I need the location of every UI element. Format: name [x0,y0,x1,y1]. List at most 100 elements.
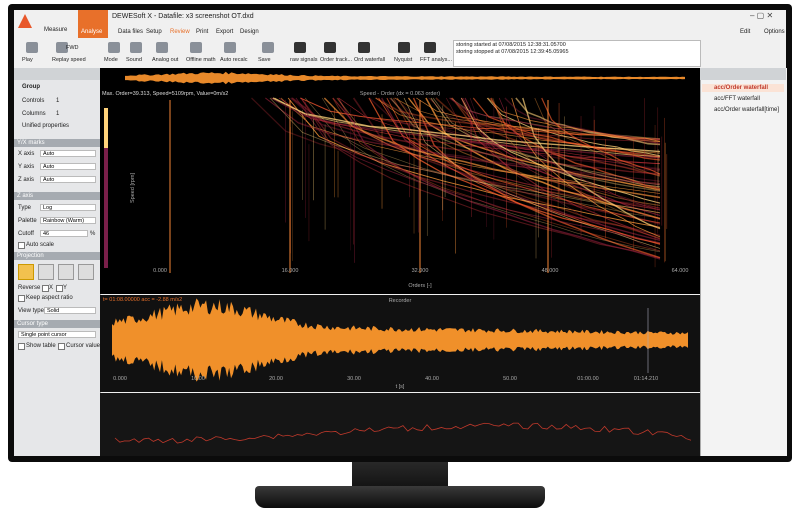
order-trace [511,97,661,238]
toolbar-button[interactable]: Auto recalc [220,57,248,63]
toolbar-icon[interactable] [190,42,202,53]
projection-button[interactable] [78,264,94,280]
toolbar-button[interactable]: Ord waterfall [354,57,386,63]
toolbar-icon[interactable] [108,42,120,53]
selected-item-bg [702,84,784,92]
order-trace [251,97,661,209]
toolbar-button[interactable]: Play [22,57,33,63]
menu-tab[interactable]: Setup [146,29,162,35]
monitor-base [255,486,545,508]
order-trace [492,97,661,229]
order-trace [430,97,661,188]
field-label: Columns [22,111,46,117]
dropdown[interactable]: Solid [44,307,96,314]
toolbar-button[interactable]: FFT analys... [420,57,452,63]
toolbar-button[interactable]: Save [258,57,271,63]
x-axis-label: t [s] [396,384,405,390]
field-label: Z axis [18,177,35,183]
toolbar-icon[interactable] [156,42,168,53]
order-trace [451,97,661,177]
order-trace [432,97,661,186]
section-header[interactable]: Cursor type [14,320,100,328]
toolbar-icon[interactable] [324,42,336,53]
order-trace [445,97,661,209]
analyse-tab-bg[interactable] [78,10,108,38]
display-item[interactable]: acc/Order waterfall [714,85,769,91]
options-button[interactable]: Options [764,29,785,35]
x-tick-label: 0.000 [113,376,127,382]
edit-button[interactable]: Edit [740,29,751,35]
menu-tab[interactable]: Print [196,29,209,35]
toolbar-button[interactable]: FWD [66,45,79,51]
dropdown[interactable]: Log [40,204,96,211]
toolbar-icon[interactable] [56,42,68,53]
order-trace [299,97,661,140]
waterfall-traces [104,97,668,273]
x-tick-label: 10.00 [191,376,205,382]
toolbar-button[interactable]: Offline math [186,57,216,63]
toolbar-icon[interactable] [398,42,410,53]
order-trace [278,97,661,165]
order-track-bg [100,393,700,456]
toolbar-icon[interactable] [262,42,274,53]
menu-tab[interactable]: Review [170,29,190,35]
input[interactable]: 46 [40,230,88,237]
order-trace [323,97,661,199]
section-header[interactable]: Y/X marks [14,139,100,147]
toolbar-button[interactable]: Order track... [320,57,353,63]
order-trace [522,97,661,230]
projection-button[interactable] [38,264,54,280]
checkbox-label: Y [63,285,68,291]
display-item[interactable]: acc/Order waterfall[time] [714,107,780,113]
window-controls[interactable]: – ▢ ✕ [750,11,774,20]
waterfall-bg [100,88,700,294]
toolbar-icon[interactable] [358,42,370,53]
dropdown[interactable]: Auto [40,176,96,183]
toolbar-button[interactable]: Mode [104,57,118,63]
section-header[interactable]: Projection [14,252,100,260]
menu-tab[interactable]: Data files [118,29,144,35]
dropdown[interactable]: Rainbow (Warm) [40,217,96,224]
order-trace [487,97,661,142]
x-tick-label: 30.00 [347,376,361,382]
projection-button[interactable] [58,264,74,280]
dropdown[interactable]: Auto [40,150,96,157]
x-tick-label: 01:14.210 [634,376,658,382]
checkbox[interactable] [18,343,25,350]
checkbox[interactable] [42,285,49,292]
menu-tab[interactable]: Design [240,29,259,35]
menu-tab[interactable]: Export [216,29,234,35]
toolbar-button[interactable]: raw signals [290,57,318,63]
toolbar-button[interactable]: Nyquist [394,57,413,63]
order-trace [462,97,661,220]
x-tick-label: 50.00 [503,376,517,382]
dropdown[interactable]: Auto [40,163,96,170]
mode-button[interactable]: Analyse [81,29,103,35]
checkbox[interactable] [18,242,25,249]
checkbox[interactable] [58,343,65,350]
toolbar-button[interactable]: Replay speed [52,57,86,63]
checkbox[interactable] [18,295,25,302]
x-tick-label: 32.000 [412,268,429,274]
toolbar-icon[interactable] [224,42,236,53]
order-trace [300,97,661,259]
right-panel [700,68,787,456]
dropdown[interactable]: Single point cursor [18,331,96,338]
y-axis-label: Speed [rpm] [130,173,136,203]
x-tick-label: 48.000 [542,268,559,274]
toolbar-icon[interactable] [130,42,142,53]
order-trace [295,97,661,244]
section-header[interactable]: Z axis [14,192,100,200]
toolbar-icon[interactable] [424,42,436,53]
toolbar-button[interactable]: Analog out [152,57,179,63]
toolbar-button[interactable]: Sound [126,57,142,63]
log-line: storing started at 07/08/2015 12:38:31.0… [456,42,566,48]
checkbox[interactable] [56,285,63,292]
toolbar-icon[interactable] [294,42,306,53]
order-trace [321,97,661,253]
projection-button[interactable] [18,264,34,280]
mode-button[interactable]: Measure [44,27,68,33]
toolbar-icon[interactable] [26,42,38,53]
display-item[interactable]: acc/FFT waterfall [714,96,760,102]
overview-waveform [125,71,685,85]
